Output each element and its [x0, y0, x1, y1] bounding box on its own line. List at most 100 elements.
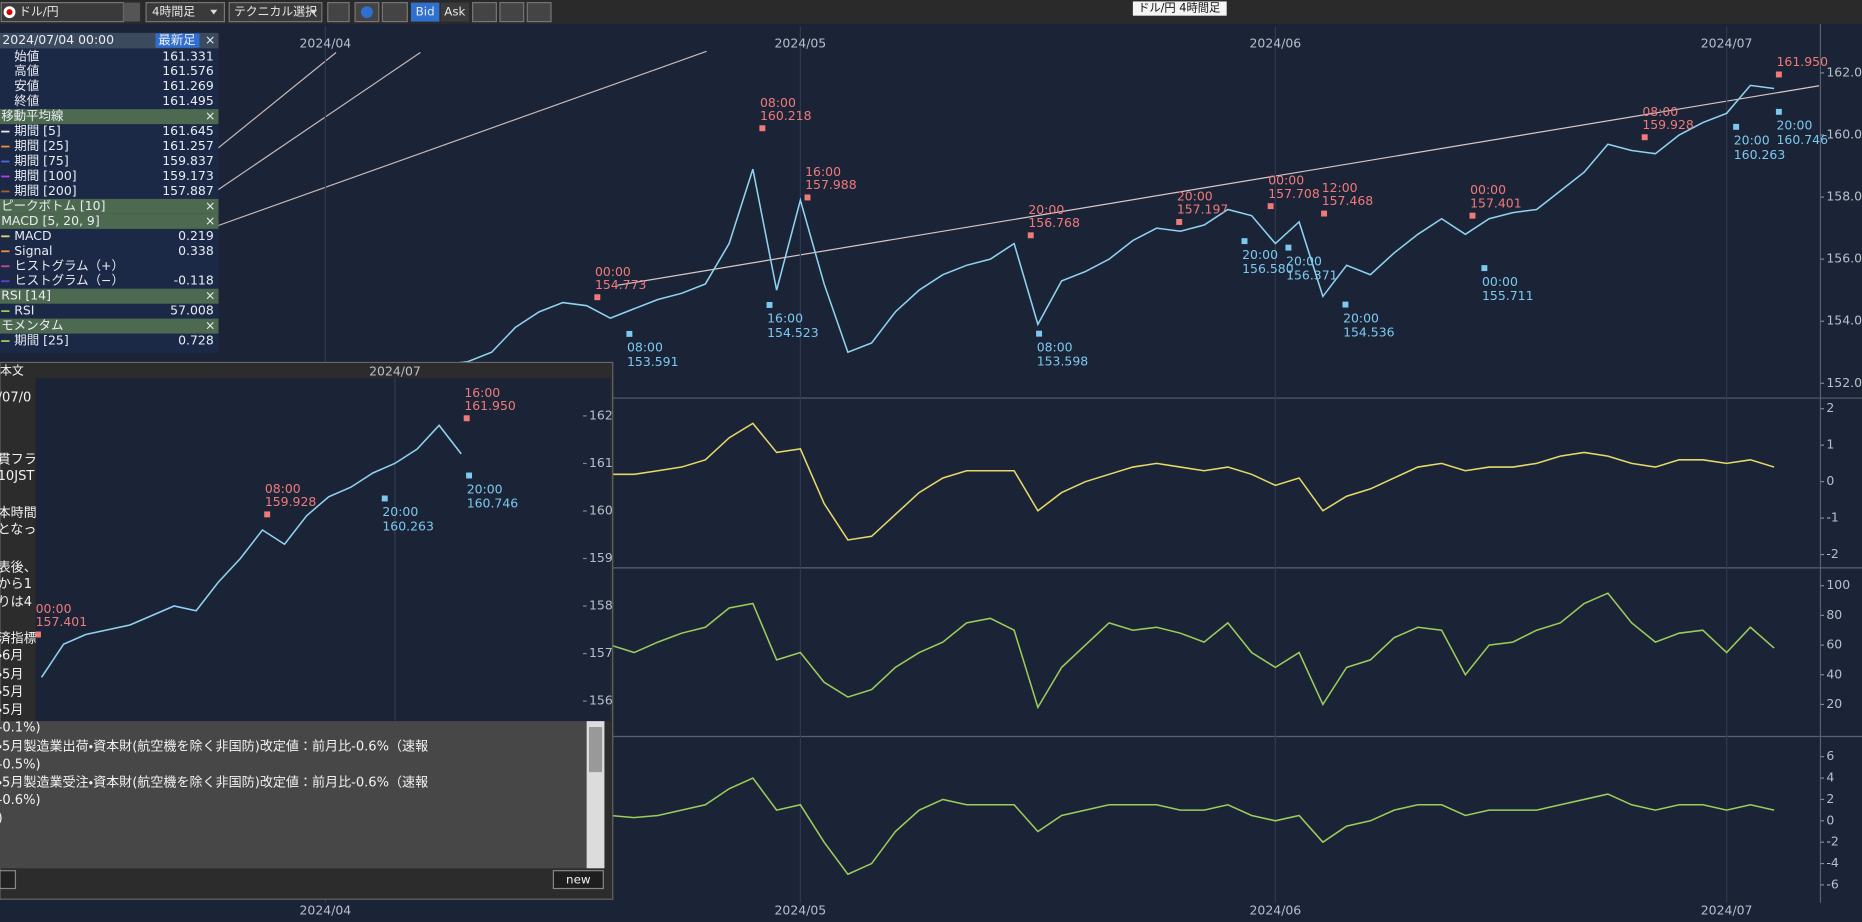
trend-line: [216, 52, 421, 191]
peak-time: 00:00: [36, 601, 72, 616]
news-line: 10JST: [0, 469, 34, 484]
row-label: 終値: [14, 93, 39, 108]
close-icon: ×: [205, 213, 215, 228]
news-line: ): [0, 811, 3, 826]
section-title: ピークボトム [10]: [1, 198, 105, 213]
chart-type[interactable]: [381, 2, 408, 23]
bottom-time: 00:00: [1482, 274, 1518, 289]
news-line: ・5月製造業出荷・資本財(航空機を除く非国防)改定値：前月比-0.6%（速報: [0, 739, 428, 755]
peak-price: 160.218: [760, 108, 812, 123]
info-date: 2024/07/04 00:00: [2, 32, 114, 47]
section-title: MACD [5, 20, 9]: [1, 213, 100, 228]
news-body-bg: [0, 721, 587, 869]
bottom-marker: [626, 330, 633, 337]
bottom-price: 160.263: [382, 518, 434, 533]
ask-button[interactable]: [440, 2, 470, 22]
scroll-thumb[interactable]: [589, 727, 603, 773]
row-label: 期間 [5]: [14, 123, 61, 138]
peak-marker: [804, 194, 811, 201]
bid-button[interactable]: [410, 2, 440, 22]
x-tick-label: 2024/05: [775, 903, 827, 918]
zoom-in[interactable]: [526, 2, 552, 23]
row-label: 期間 [25]: [14, 333, 68, 348]
draw-tool[interactable]: [327, 2, 350, 23]
section-header-bg: [0, 198, 219, 214]
bottom-marker: [466, 472, 473, 479]
y-tick-label: 4: [1826, 770, 1834, 785]
x-tick-label: 2024/07: [369, 363, 421, 378]
bottom-price: 153.598: [1037, 354, 1089, 369]
technical-select[interactable]: [228, 2, 323, 23]
bottom-marker: [1733, 123, 1740, 130]
y-tick-label: 162: [589, 407, 613, 422]
y-tick-label: 160: [589, 502, 613, 517]
row-value: 161.331: [162, 48, 214, 63]
bottom-time: 20:00: [1242, 247, 1278, 262]
bottom-time: 20:00: [467, 481, 503, 496]
peak-price: 157.988: [805, 177, 857, 192]
row-label: ヒストグラム（−）: [14, 273, 124, 288]
x-tick-label: 2024/04: [300, 903, 352, 918]
news-button[interactable]: [0, 870, 17, 890]
bottom-time: 16:00: [767, 311, 803, 326]
chart-label-bg: [1132, 1, 1227, 16]
news-line: ・5月製造業受注・資本財(航空機を除く非国防)改定値：前月比-0.6%（速報: [0, 774, 428, 790]
row-label: ヒストグラム（+）: [14, 258, 124, 273]
y-tick-label: 20: [1826, 696, 1842, 711]
y-tick-label: -2: [1826, 546, 1838, 561]
bottom-time: 20:00: [1777, 118, 1813, 133]
close-icon: ×: [205, 32, 215, 47]
peak-marker: [1775, 71, 1782, 78]
peak-time: 08:00: [760, 95, 796, 110]
y-tick-label: 1: [1826, 437, 1834, 452]
peak-marker: [1321, 210, 1328, 217]
row-label: MACD: [14, 228, 51, 243]
bottom-price: 160.746: [467, 496, 519, 511]
y-tick-label: 100: [1826, 577, 1850, 592]
peak-price: 157.708: [1268, 186, 1320, 201]
y-tick-label: 152.00: [1826, 375, 1862, 390]
bottom-marker: [766, 302, 773, 308]
news-line: 本時間: [0, 506, 37, 521]
technical: テクニカル選択: [234, 5, 317, 19]
y-tick-label: 6: [1826, 748, 1834, 763]
y-tick-label: -4: [1826, 855, 1838, 870]
bottom-price: 154.536: [1343, 325, 1395, 340]
row-label: 始値: [14, 48, 39, 63]
peak-marker: [759, 125, 766, 132]
trend-line: [217, 50, 707, 227]
bottom-marker: [1241, 238, 1248, 245]
bottom-time: 20:00: [1286, 253, 1322, 268]
y-tick-label: 156.00: [1826, 251, 1862, 266]
news-line: -0.6%): [0, 793, 41, 808]
zoom-out[interactable]: [499, 2, 525, 23]
dropdown-arrow: [309, 9, 318, 15]
timeframe-select[interactable]: [145, 2, 226, 23]
y-tick-label: 158: [589, 598, 613, 613]
dropdown-button[interactable]: [123, 2, 141, 22]
sub-axes: 2024/07 156 157 158 159 160 161 162 161.95016:00…: [36, 363, 613, 707]
close-icon: ×: [205, 198, 215, 213]
news-line: -0.5%): [0, 758, 41, 773]
y-tick-label: 162.00: [1826, 64, 1862, 79]
tool-button[interactable]: [472, 2, 497, 23]
info-icon: [361, 6, 373, 19]
peak-marker: [463, 415, 470, 422]
peak-marker: [594, 294, 601, 301]
x-tick-label: 2024/07: [1701, 36, 1753, 51]
section-title: 移動平均線: [1, 108, 64, 123]
symbol: ドル/円: [19, 5, 59, 19]
peak-price: 159.928: [265, 494, 317, 509]
peak-marker: [264, 511, 271, 518]
data-line: [40, 424, 462, 678]
peak-marker: [1027, 232, 1034, 239]
dropdown-arrow: [210, 9, 218, 15]
bottom-marker: [1036, 330, 1043, 337]
bottom-marker: [381, 495, 388, 502]
y-tick-label: -6: [1826, 876, 1838, 891]
row-label: 安値: [14, 78, 39, 93]
news-line: 表後、: [0, 560, 37, 575]
new-button[interactable]: [552, 870, 604, 890]
bid: Bid: [416, 5, 435, 19]
